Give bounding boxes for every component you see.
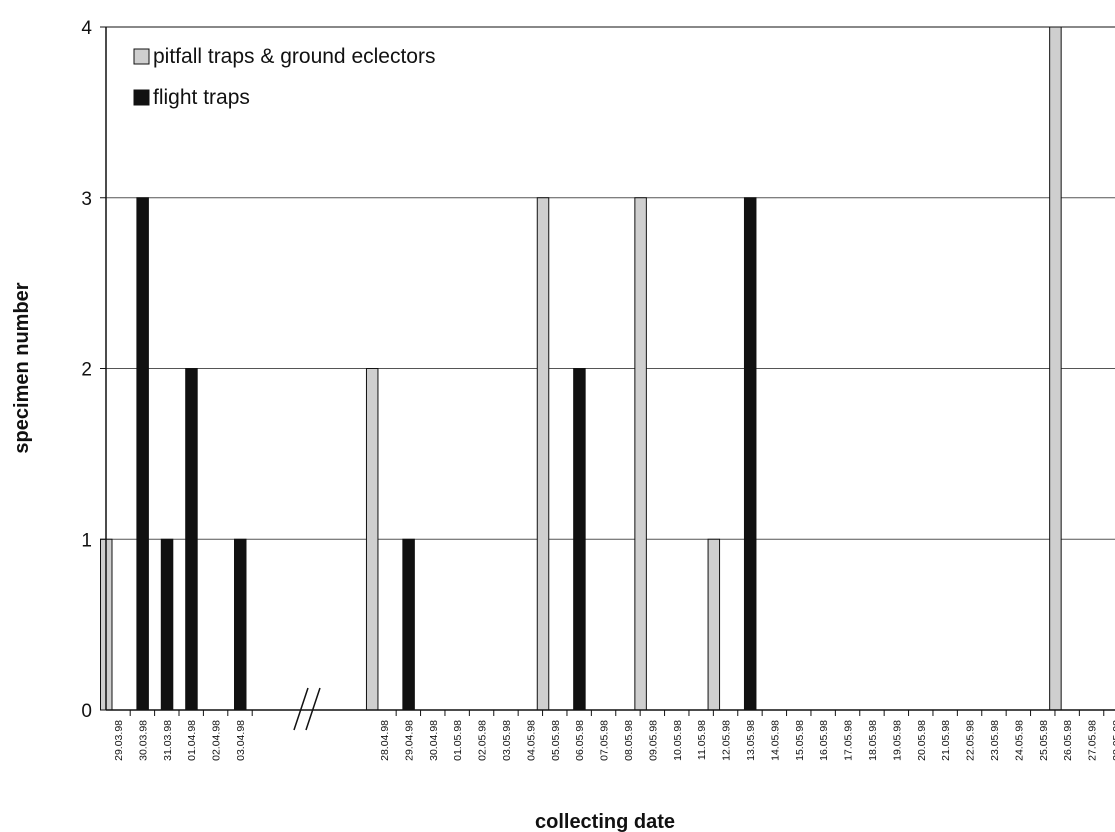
x-tick-label: 02.05.98 xyxy=(477,720,489,761)
y-tick-labels: 0 1 2 3 4 xyxy=(81,18,106,722)
y-tick-label-3: 3 xyxy=(81,189,92,210)
bar-pitfall-26-05-98 xyxy=(1049,26,1062,711)
y-tick-label-0: 0 xyxy=(81,701,92,722)
bar-pitfall-09-05-98 xyxy=(634,197,647,711)
legend-swatch-pitfall xyxy=(133,48,150,65)
bar-pitfall-28-04-98 xyxy=(365,368,379,711)
x-tick-label: 18.05.98 xyxy=(867,720,879,761)
x-tick-label: 17.05.98 xyxy=(843,720,855,761)
x-tick-label: 04.05.98 xyxy=(525,720,537,761)
x-tick-label: 30.04.98 xyxy=(428,720,440,761)
x-tick-label: 13.05.98 xyxy=(745,720,757,761)
bar-flight-06-05-98 xyxy=(573,368,586,711)
x-tick-label: 06.05.98 xyxy=(574,720,586,761)
x-tick-label: 23.05.98 xyxy=(989,720,1001,761)
x-tick-label: 22.05.98 xyxy=(965,720,977,761)
bar-flight-30-03-98 xyxy=(136,197,149,711)
x-tick-label: 28.04.98 xyxy=(379,720,391,761)
legend: pitfall traps & ground eclectors flight … xyxy=(133,45,435,109)
x-tick-label: 03.05.98 xyxy=(501,720,513,761)
x-tick-label: 25.05.98 xyxy=(1038,720,1050,761)
y-tick-label-1: 1 xyxy=(81,530,92,551)
x-axis-label: collecting date xyxy=(535,811,675,832)
x-tick-label: 20.05.98 xyxy=(916,720,928,761)
legend-label-pitfall: pitfall traps & ground eclectors xyxy=(153,45,435,68)
axis-break-mark xyxy=(293,687,321,731)
x-tick-label: 31.03.98 xyxy=(162,720,174,761)
x-tick-label: 27.05.98 xyxy=(1087,720,1099,761)
x-tick-label: 21.05.98 xyxy=(940,720,952,761)
x-tick-label: 05.05.98 xyxy=(550,720,562,761)
x-tick-label: 15.05.98 xyxy=(794,720,806,761)
legend-label-flight: flight traps xyxy=(153,86,250,109)
x-tick-label: 14.05.98 xyxy=(769,720,781,761)
x-tick-label: 11.05.98 xyxy=(696,720,708,760)
x-tick-label: 29.03.98 xyxy=(113,720,125,761)
legend-swatch-flight xyxy=(133,89,150,106)
bar-flight-31-03-98 xyxy=(160,538,174,711)
x-tick-label: 08.05.98 xyxy=(623,720,635,761)
x-tick-label: 24.05.98 xyxy=(1013,720,1025,761)
x-tick-label: 16.05.98 xyxy=(818,720,830,761)
x-tick-label: 19.05.98 xyxy=(891,720,903,761)
bar-pitfall-05-05-98 xyxy=(536,197,550,711)
bar-pitfall-12-05-98 xyxy=(707,538,721,711)
x-tick-label: 29.04.98 xyxy=(403,720,415,761)
x-tick-label: 12.05.98 xyxy=(721,720,733,761)
x-tick-label: 01.04.98 xyxy=(186,720,198,761)
y-tick-label-4: 4 xyxy=(81,18,92,39)
y-axis-label: specimen number xyxy=(11,282,33,453)
x-tick-label: 07.05.98 xyxy=(599,720,611,761)
break-stroke-right xyxy=(305,687,321,731)
break-stroke-left xyxy=(293,687,309,731)
bar-flight-29-04-98 xyxy=(402,538,415,711)
x-tick-label: 03.04.98 xyxy=(235,720,247,761)
bar-flight-01-04-98 xyxy=(185,368,198,711)
bar-flight-03-04-98 xyxy=(234,538,247,711)
x-tick-label: 01.05.98 xyxy=(452,720,464,761)
y-tick-label-2: 2 xyxy=(81,360,92,381)
x-tick-label: 26.05.98 xyxy=(1062,720,1074,761)
gridlines xyxy=(106,26,1115,540)
x-tick-label: 10.05.98 xyxy=(672,720,684,761)
x-tick-label: 02.04.98 xyxy=(211,720,223,761)
x-tick-label: 30.03.98 xyxy=(137,720,149,761)
x-tick-labels: 29.03.98 30.03.98 31.03.98 01.04.98 02.04.98… xyxy=(113,710,1115,761)
x-tick-label: 28.05.98 xyxy=(1111,720,1115,761)
x-tick-label: 09.05.98 xyxy=(647,720,659,761)
bar-flight-13-05-98 xyxy=(743,197,757,711)
